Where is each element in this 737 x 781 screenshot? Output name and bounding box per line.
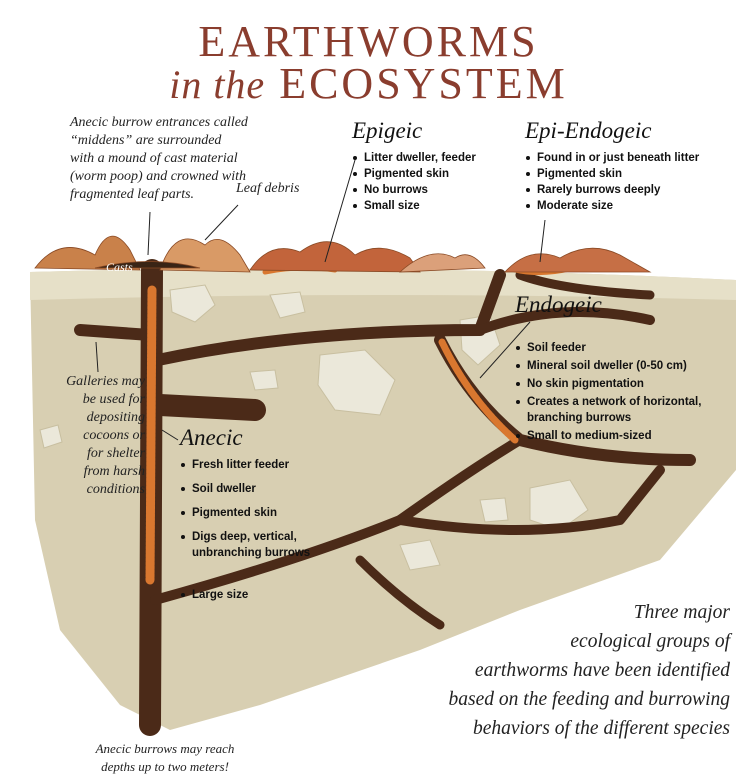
note-line: depths up to two meters! [40, 758, 290, 776]
trait: Small to medium-sized [515, 428, 730, 444]
note-line: Galleries may [20, 373, 145, 391]
note-line: Three major [330, 598, 730, 627]
note-line: be used for [20, 391, 145, 409]
note-line: for shelter [20, 445, 145, 463]
trait: Litter dweller, feeder [352, 150, 476, 166]
group-block: Epi-Endogeic Found in or just beneath lit… [525, 118, 699, 214]
trait: Creates a network of horizontal, branchi… [515, 394, 730, 426]
trait: Small size [352, 198, 476, 214]
note-line: depositing [20, 409, 145, 427]
note-line: ecological groups of [330, 627, 730, 656]
trait: Soil feeder [515, 340, 730, 356]
title-line2: in the ECOSYSTEM [0, 58, 737, 109]
casts-label: Casts [106, 258, 133, 276]
trait-list: Soil feeder Mineral soil dweller (0-50 cm… [515, 340, 730, 444]
title-prefix: in the [169, 62, 265, 107]
note-line: “middens” are surrounded [70, 132, 320, 150]
trait-list: Fresh litter feeder Soil dweller Pigmented… [180, 457, 320, 603]
trait: No burrows [352, 182, 476, 198]
trait: Soil dweller [180, 481, 320, 497]
trait: Digs deep, vertical, unbranching burrows [180, 529, 320, 561]
page: EARTHWORMS in the ECOSYSTEM Anecic burro… [0, 0, 737, 781]
group-name: Epigeic [352, 118, 476, 144]
note-line: earthworms have been identified [330, 656, 730, 685]
trait: Moderate size [525, 198, 699, 214]
note-line: conditions [20, 481, 145, 499]
group-block: Anecic Fresh litter feeder Soil dweller Pig… [180, 425, 340, 611]
note-line: behaviors of the different species [330, 714, 730, 743]
trait: Mineral soil dweller (0-50 cm) [515, 358, 730, 374]
group-name: Anecic [180, 425, 340, 451]
trait: Pigmented skin [352, 166, 476, 182]
trait: Pigmented skin [180, 505, 320, 521]
note-line: Anecic burrow entrances called [70, 114, 320, 132]
trait: No skin pigmentation [515, 376, 730, 392]
note-line: based on the feeding and burrowing [330, 685, 730, 714]
group-block: Endogeic Soil feeder Mineral soil dweller … [515, 292, 730, 446]
note-line: cocoons or [20, 427, 145, 445]
leaf-debris-label: Leaf debris [236, 180, 299, 198]
group-name: Epi-Endogeic [525, 118, 699, 144]
title-main: ECOSYSTEM [279, 59, 568, 108]
note-line: Anecic burrows may reach [40, 740, 290, 758]
trait: Fresh litter feeder [180, 457, 320, 473]
trait: Pigmented skin [525, 166, 699, 182]
trait: Found in or just beneath litter [525, 150, 699, 166]
group-name: Endogeic [515, 292, 730, 318]
trait: Large size [180, 587, 320, 603]
note-line: with a mound of cast material [70, 150, 320, 168]
trait: Rarely burrows deeply [525, 182, 699, 198]
note-line: from harsh [20, 463, 145, 481]
